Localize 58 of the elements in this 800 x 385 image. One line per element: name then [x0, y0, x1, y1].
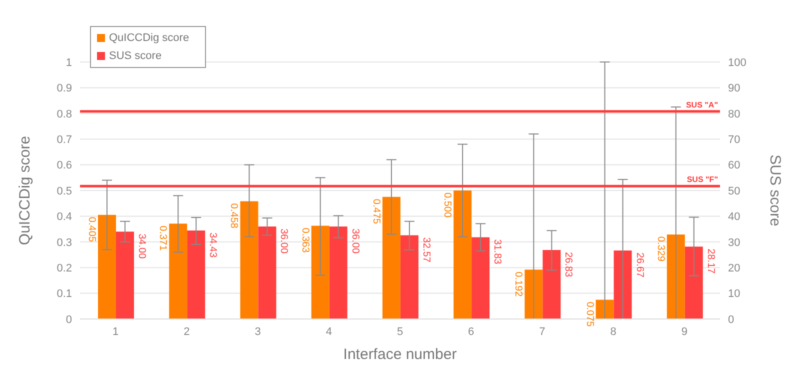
- y2-tick-label: 30: [728, 236, 740, 249]
- x-tick-label: 8: [610, 326, 616, 338]
- bar: [596, 300, 614, 319]
- y-tick-label: 0.7: [56, 134, 72, 146]
- y-tick-label: 0.6: [56, 160, 72, 172]
- y-tick-label: 0.5: [56, 185, 72, 198]
- y2-tick-label: 80: [728, 108, 740, 120]
- data-label: 0.192: [512, 272, 524, 298]
- x-tick-label: 1: [112, 326, 119, 338]
- y2-axis-title: SUS score: [766, 154, 784, 226]
- x-tick-label: 3: [254, 326, 261, 338]
- data-label: 0.363: [299, 228, 310, 254]
- ref-line-label: SUS "A": [686, 100, 718, 110]
- y2-tick-label: 60: [728, 160, 740, 172]
- y2-tick-label: 100: [728, 56, 746, 69]
- y-tick-label: 0.2: [56, 262, 72, 275]
- y2-tick-label: 40: [728, 211, 740, 224]
- data-label: 31.83: [492, 239, 503, 265]
- data-label: 32.57: [420, 237, 432, 263]
- x-tick-label: 6: [468, 326, 474, 338]
- data-label: 28.17: [704, 248, 716, 274]
- bar: [614, 250, 632, 319]
- data-label: 0.405: [86, 216, 97, 242]
- y-tick-label: 0: [66, 314, 72, 326]
- data-label: 34.43: [207, 232, 218, 258]
- data-label: 36.00: [349, 228, 360, 254]
- x-tick-label: 7: [539, 326, 546, 338]
- data-label: 0.075: [584, 302, 595, 328]
- y2-tick-label: 50: [728, 185, 740, 198]
- x-tick-label: 2: [184, 326, 190, 338]
- y-tick-label: 0.4: [56, 211, 72, 224]
- data-label: 0.458: [228, 203, 240, 229]
- y2-tick-label: 0: [728, 314, 734, 326]
- y-tick-label: 0.9: [56, 82, 72, 95]
- data-label: 26.67: [634, 252, 645, 278]
- x-tick-label: 9: [681, 326, 688, 338]
- y2-tick-label: 20: [728, 262, 740, 275]
- y2-tick-label: 90: [728, 82, 740, 95]
- y2-tick-label: 10: [728, 288, 740, 300]
- data-label: 0.475: [370, 198, 382, 224]
- data-label: 34.00: [136, 234, 147, 260]
- x-tick-label: 5: [396, 326, 404, 338]
- data-label: 0.500: [442, 192, 453, 218]
- x-tick-label: 4: [326, 326, 332, 338]
- y-tick-label: 0.8: [56, 108, 72, 120]
- ref-line-label: SUS "F": [686, 175, 718, 184]
- data-label: 0.371: [157, 226, 168, 252]
- y-tick-label: 1: [66, 56, 72, 69]
- legend-label: SUS score: [109, 50, 162, 62]
- y-tick-label: 0.1: [56, 288, 72, 300]
- legend-label: QuICCDig score: [109, 32, 190, 44]
- y-tick-label: 0.3: [56, 236, 72, 249]
- data-label: 36.00: [278, 228, 290, 254]
- y2-tick-label: 70: [728, 134, 740, 146]
- x-axis-title: Interface number: [343, 346, 457, 363]
- data-label: 26.83: [562, 252, 574, 278]
- data-label: 0.329: [654, 236, 666, 262]
- y-axis-title: QuICCDig score: [16, 136, 34, 246]
